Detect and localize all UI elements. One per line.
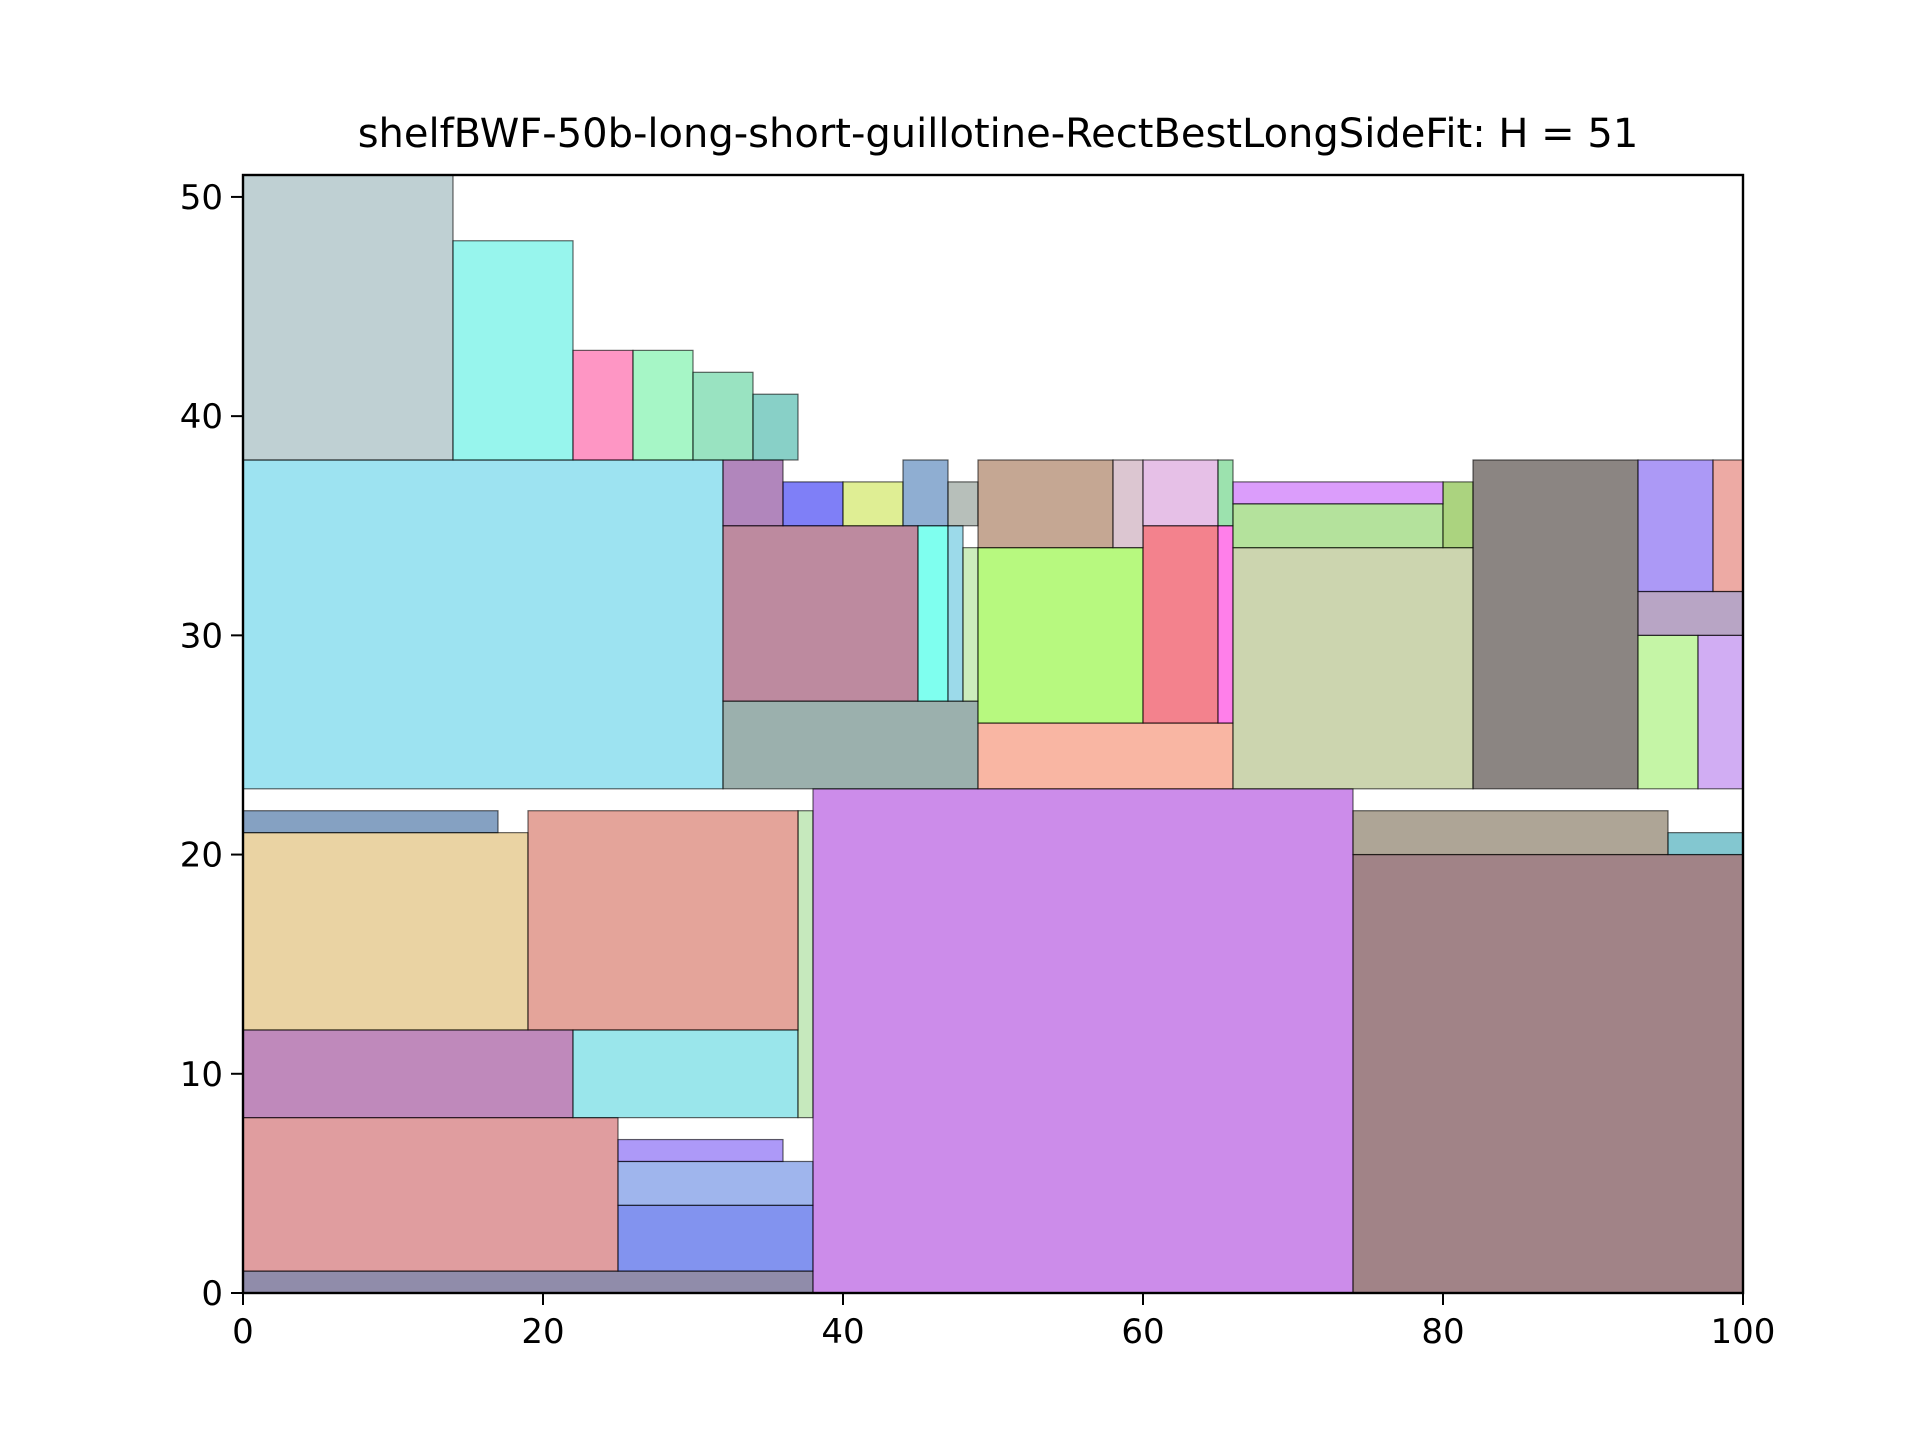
packed-rectangle-27 <box>977 547 1144 724</box>
packed-rectangle-18 <box>917 525 949 702</box>
y-tick-label: 40 <box>180 397 223 437</box>
packed-rectangle-25 <box>947 481 979 527</box>
packed-rectangle-9 <box>527 810 799 1031</box>
packed-rectangle-22 <box>782 481 844 527</box>
packed-rectangle-11 <box>812 788 1354 1294</box>
packed-rectangle-40 <box>1697 634 1744 790</box>
packed-rectangle-43 <box>1712 459 1744 593</box>
y-tick-label: 10 <box>180 1055 223 1095</box>
packed-rectangle-0 <box>242 1270 814 1294</box>
packed-rectangle-31 <box>1112 459 1144 549</box>
packed-rectangle-38 <box>1472 459 1639 790</box>
y-tick-label: 0 <box>201 1274 223 1314</box>
packed-rectangle-26 <box>977 722 1234 790</box>
packed-rectangle-20 <box>962 547 979 702</box>
packed-rectangle-37 <box>1232 481 1444 505</box>
packed-rectangle-34 <box>1232 547 1474 790</box>
packed-rectangle-4 <box>617 1138 784 1163</box>
packed-rectangle-48 <box>692 371 754 461</box>
packed-rectangle-8 <box>242 832 529 1031</box>
x-tick-label: 20 <box>521 1312 564 1352</box>
packed-rectangle-5 <box>242 1029 574 1119</box>
packed-rectangle-15 <box>242 459 724 790</box>
packed-rectangle-32 <box>1142 459 1219 527</box>
packed-rectangle-30 <box>977 459 1114 549</box>
packed-rectangle-2 <box>617 1204 814 1272</box>
packed-rectangle-7 <box>797 810 814 1119</box>
packed-rectangle-46 <box>572 349 634 461</box>
rectangles-layer <box>242 174 1744 1294</box>
packed-rectangle-47 <box>632 349 694 461</box>
packed-rectangle-36 <box>1442 481 1474 549</box>
packed-rectangle-19 <box>947 525 964 702</box>
packed-rectangle-14 <box>1667 832 1744 856</box>
x-axis: 0 20 40 60 80 100 <box>232 1293 1775 1352</box>
packed-rectangle-39 <box>1637 634 1699 790</box>
packed-rectangle-33 <box>1217 459 1234 527</box>
packed-rectangle-12 <box>1352 853 1744 1294</box>
packed-rectangle-29 <box>1217 525 1234 724</box>
packed-rectangle-1 <box>242 1117 619 1272</box>
packed-rectangle-24 <box>902 459 949 527</box>
x-tick-label: 40 <box>821 1312 864 1352</box>
packed-rectangle-17 <box>722 525 919 702</box>
y-axis: 0 10 20 30 40 50 <box>180 178 243 1314</box>
packed-rectangle-16 <box>722 700 979 790</box>
packed-rectangle-49 <box>752 393 799 461</box>
packed-rectangle-13 <box>1352 810 1669 856</box>
y-tick-label: 30 <box>180 616 223 656</box>
packed-rectangle-44 <box>242 174 454 461</box>
x-tick-label: 100 <box>1711 1312 1776 1352</box>
packed-rectangle-41 <box>1637 590 1744 636</box>
packed-rectangle-21 <box>722 459 784 527</box>
packed-rectangle-35 <box>1232 503 1444 549</box>
chart-title: shelfBWF-50b-long-short-guillotine-RectB… <box>358 111 1639 157</box>
x-tick-label: 0 <box>232 1312 254 1352</box>
packed-rectangle-28 <box>1142 525 1219 724</box>
plot-area <box>241 173 1745 1295</box>
y-tick-label: 50 <box>180 178 223 218</box>
x-tick-label: 80 <box>1421 1312 1464 1352</box>
packed-rectangle-6 <box>572 1029 799 1119</box>
plot-frame <box>241 173 1745 1295</box>
packed-rectangle-3 <box>617 1160 814 1206</box>
x-tick-label: 60 <box>1121 1312 1164 1352</box>
packed-rectangle-45 <box>452 240 574 461</box>
packed-rectangle-42 <box>1637 459 1714 593</box>
y-tick-label: 20 <box>180 836 223 876</box>
packed-rectangle-23 <box>842 481 904 527</box>
packed-rectangle-10 <box>242 810 499 834</box>
